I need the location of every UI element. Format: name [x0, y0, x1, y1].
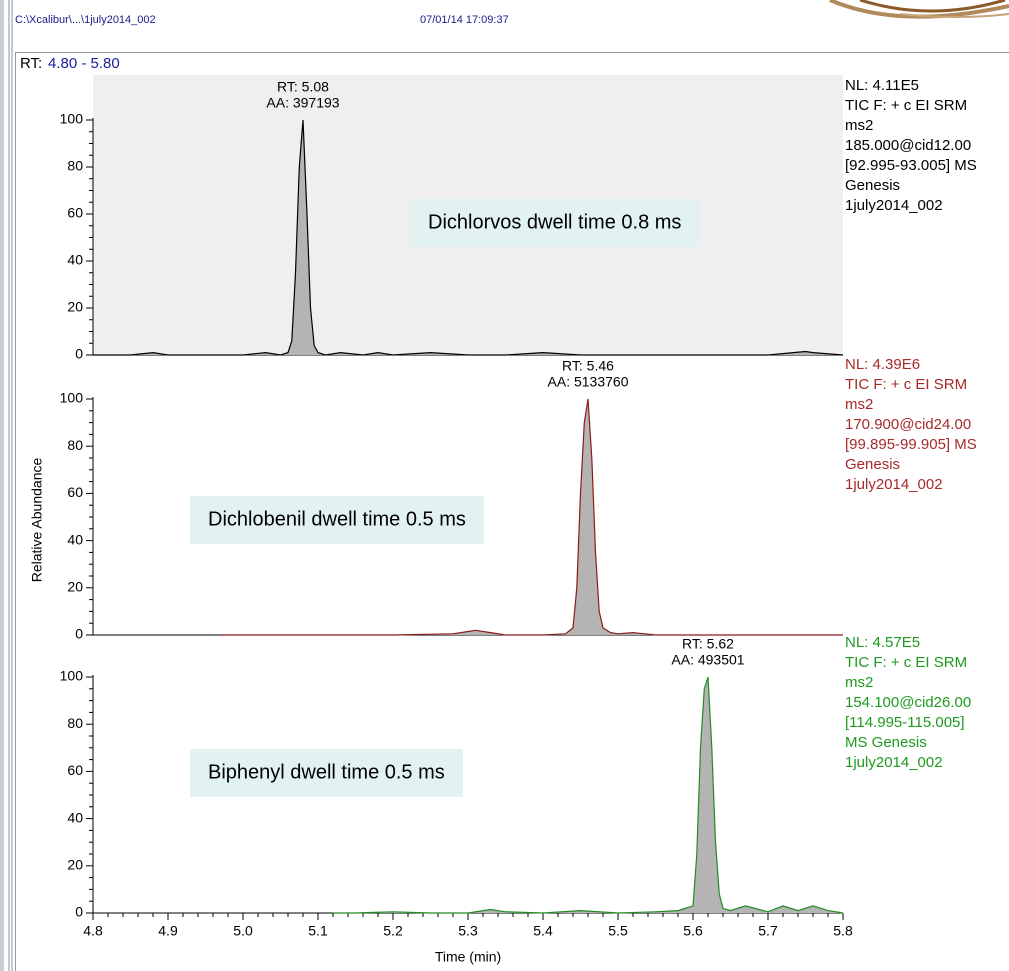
- x-tick-label: 4.9: [158, 923, 178, 939]
- dwell-annotation: Dichlorvos dwell time 0.8 ms: [428, 211, 681, 233]
- trace-info: 1july2014_002: [845, 197, 943, 214]
- trace-info: 1july2014_002: [845, 754, 943, 771]
- trace: [220, 398, 843, 636]
- trace-info: Genesis: [845, 177, 900, 194]
- rt-range: 4.80 - 5.80: [48, 55, 120, 72]
- y-tick-label: 80: [67, 715, 83, 731]
- x-tick-label: 5.3: [458, 923, 478, 939]
- trace-info: [92.995-93.005] MS: [845, 157, 977, 174]
- trace-info: 154.100@cid26.00: [845, 694, 971, 711]
- trace: [93, 119, 844, 356]
- x-tick-label: 5.1: [308, 923, 328, 939]
- peak-area: [333, 677, 843, 913]
- trace-info: TIC F: + c EI SRM: [845, 654, 967, 671]
- x-tick-label: 4.8: [83, 923, 103, 939]
- y-tick-label: 60: [67, 484, 83, 500]
- x-tick-label: 5.4: [533, 923, 553, 939]
- trace-info: TIC F: + c EI SRM: [845, 97, 967, 114]
- y-tick-label: 0: [75, 904, 83, 920]
- x-tick-label: 5.8: [833, 923, 853, 939]
- rt-label: RT:: [20, 55, 42, 72]
- trace-info: NL: 4.39E6: [845, 356, 920, 373]
- x-tick-label: 5.7: [758, 923, 778, 939]
- trace-info: [99.895-99.905] MS: [845, 436, 977, 453]
- y-tick-label: 100: [60, 668, 84, 684]
- x-axis-label: Time (min): [435, 949, 501, 965]
- trace-info: 185.000@cid12.00: [845, 137, 971, 154]
- trace-info: 170.900@cid24.00: [845, 416, 971, 433]
- peak-area-label: AA: 397193: [266, 95, 339, 111]
- trace: [333, 676, 844, 914]
- y-tick-label: 100: [60, 390, 84, 406]
- x-tick-label: 5.2: [383, 923, 403, 939]
- y-tick-label: 20: [67, 299, 83, 315]
- y-tick-label: 40: [67, 809, 83, 825]
- trace-info: ms2: [845, 396, 873, 413]
- x-tick-label: 5.6: [683, 923, 703, 939]
- peak-rt-label: RT: 5.08: [277, 79, 329, 95]
- annotation-box: [190, 496, 484, 544]
- x-tick-label: 5.5: [608, 923, 628, 939]
- peak-rt-label: RT: 5.46: [562, 358, 614, 374]
- trace-info: TIC F: + c EI SRM: [845, 376, 967, 393]
- peak-area-label: AA: 493501: [671, 652, 744, 668]
- logo-swirl: [829, 0, 1009, 19]
- plot-frame: [15, 52, 1009, 971]
- y-tick-label: 80: [67, 158, 83, 174]
- dwell-annotation: Dichlobenil dwell time 0.5 ms: [208, 508, 466, 530]
- annotation-box: [190, 749, 463, 797]
- y-tick-label: 0: [75, 346, 83, 362]
- dwell-annotation: Biphenyl dwell time 0.5 ms: [208, 761, 445, 783]
- y-tick-label: 60: [67, 205, 83, 221]
- y-tick-label: 40: [67, 252, 83, 268]
- y-tick-label: 60: [67, 762, 83, 778]
- y-tick-label: 80: [67, 437, 83, 453]
- trace-info: NL: 4.11E5: [845, 77, 919, 94]
- y-tick-label: 100: [60, 111, 84, 127]
- trace-info: [114.995-115.005]: [845, 714, 965, 731]
- window-edge: [0, 0, 4, 971]
- trace-info: Genesis: [845, 456, 900, 473]
- file-path: C:\Xcalibur\...\1july2014_002: [15, 14, 156, 26]
- trace-info: ms2: [845, 117, 873, 134]
- y-tick-label: 40: [67, 531, 83, 547]
- trace-info: 1july2014_002: [845, 476, 943, 493]
- peak-area-label: AA: 5133760: [548, 374, 629, 390]
- y-tick-label: 0: [75, 626, 83, 642]
- trace-info: MS Genesis: [845, 734, 927, 751]
- annotation-box: [410, 199, 700, 247]
- y-axis-label: Relative Abundance: [29, 458, 45, 583]
- x-tick-label: 5.0: [233, 923, 253, 939]
- y-tick-label: 20: [67, 857, 83, 873]
- peak-rt-label: RT: 5.62: [682, 636, 734, 652]
- trace-info: NL: 4.57E5: [845, 634, 920, 651]
- date-time: 07/01/14 17:09:37: [420, 14, 509, 26]
- y-tick-label: 20: [67, 579, 83, 595]
- trace-info: ms2: [845, 674, 873, 691]
